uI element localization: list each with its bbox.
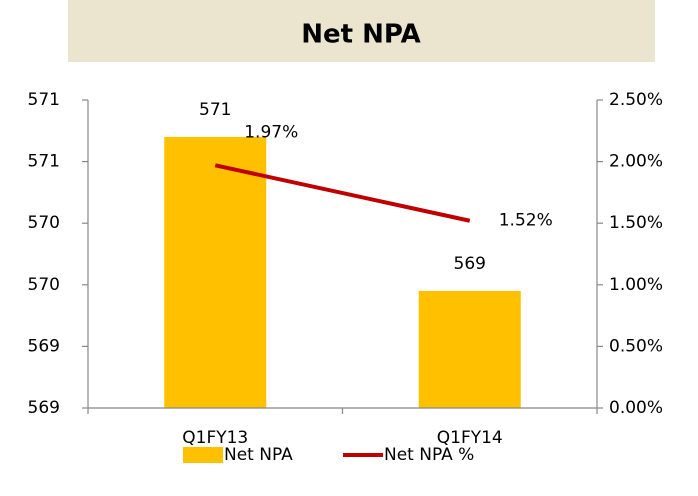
data-label: 569: [454, 254, 486, 274]
title-box: [68, 0, 655, 62]
legend-label: Net NPA: [224, 445, 293, 465]
y2-tick-label: 0.50%: [609, 336, 663, 356]
y-tick-label: 570: [28, 213, 60, 233]
y-tick-label: 571: [28, 90, 60, 110]
bar: [164, 136, 267, 408]
bar: [418, 290, 521, 408]
data-label: 1.52%: [499, 211, 553, 231]
y-tick-label: 569: [28, 398, 60, 418]
x-tick-label: Q1FY13: [182, 428, 248, 448]
y2-tick-label: 2.50%: [609, 90, 663, 110]
chart-title: Net NPA: [301, 20, 420, 50]
x-tick-label: Q1FY14: [437, 428, 503, 448]
y-tick-label: 569: [28, 336, 60, 356]
y2-tick-label: 1.00%: [609, 275, 663, 295]
y-tick-label: 571: [28, 152, 60, 172]
y2-tick-label: 0.00%: [609, 398, 663, 418]
data-label: 1.97%: [244, 122, 298, 142]
y2-tick-label: 2.00%: [609, 152, 663, 172]
y-tick-label: 570: [28, 275, 60, 295]
legend-swatch: [183, 447, 223, 463]
data-label: 571: [199, 100, 231, 120]
line: [214, 163, 471, 223]
y2-tick-label: 1.50%: [609, 213, 663, 233]
legend-label: Net NPA %: [384, 445, 474, 465]
